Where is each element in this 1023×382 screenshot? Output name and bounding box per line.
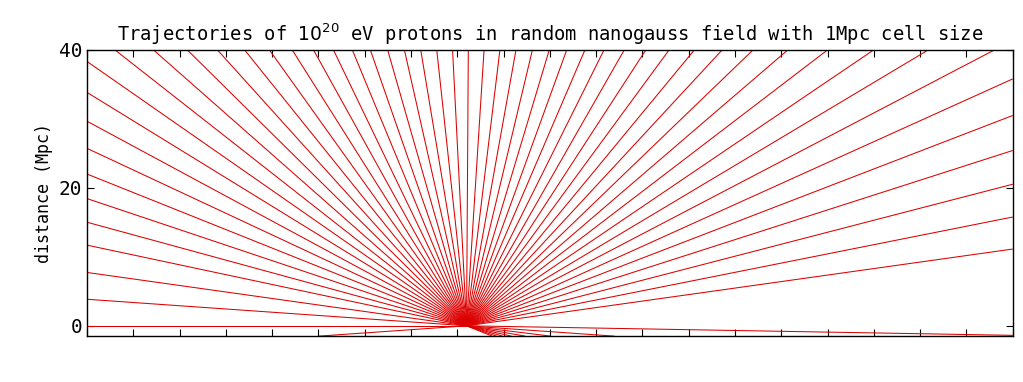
Title: Trajectories of $10^{20}$ eV protons in random nanogauss field with 1Mpc cell si: Trajectories of $10^{20}$ eV protons in …	[117, 22, 983, 47]
Y-axis label: distance (Mpc): distance (Mpc)	[35, 123, 53, 263]
